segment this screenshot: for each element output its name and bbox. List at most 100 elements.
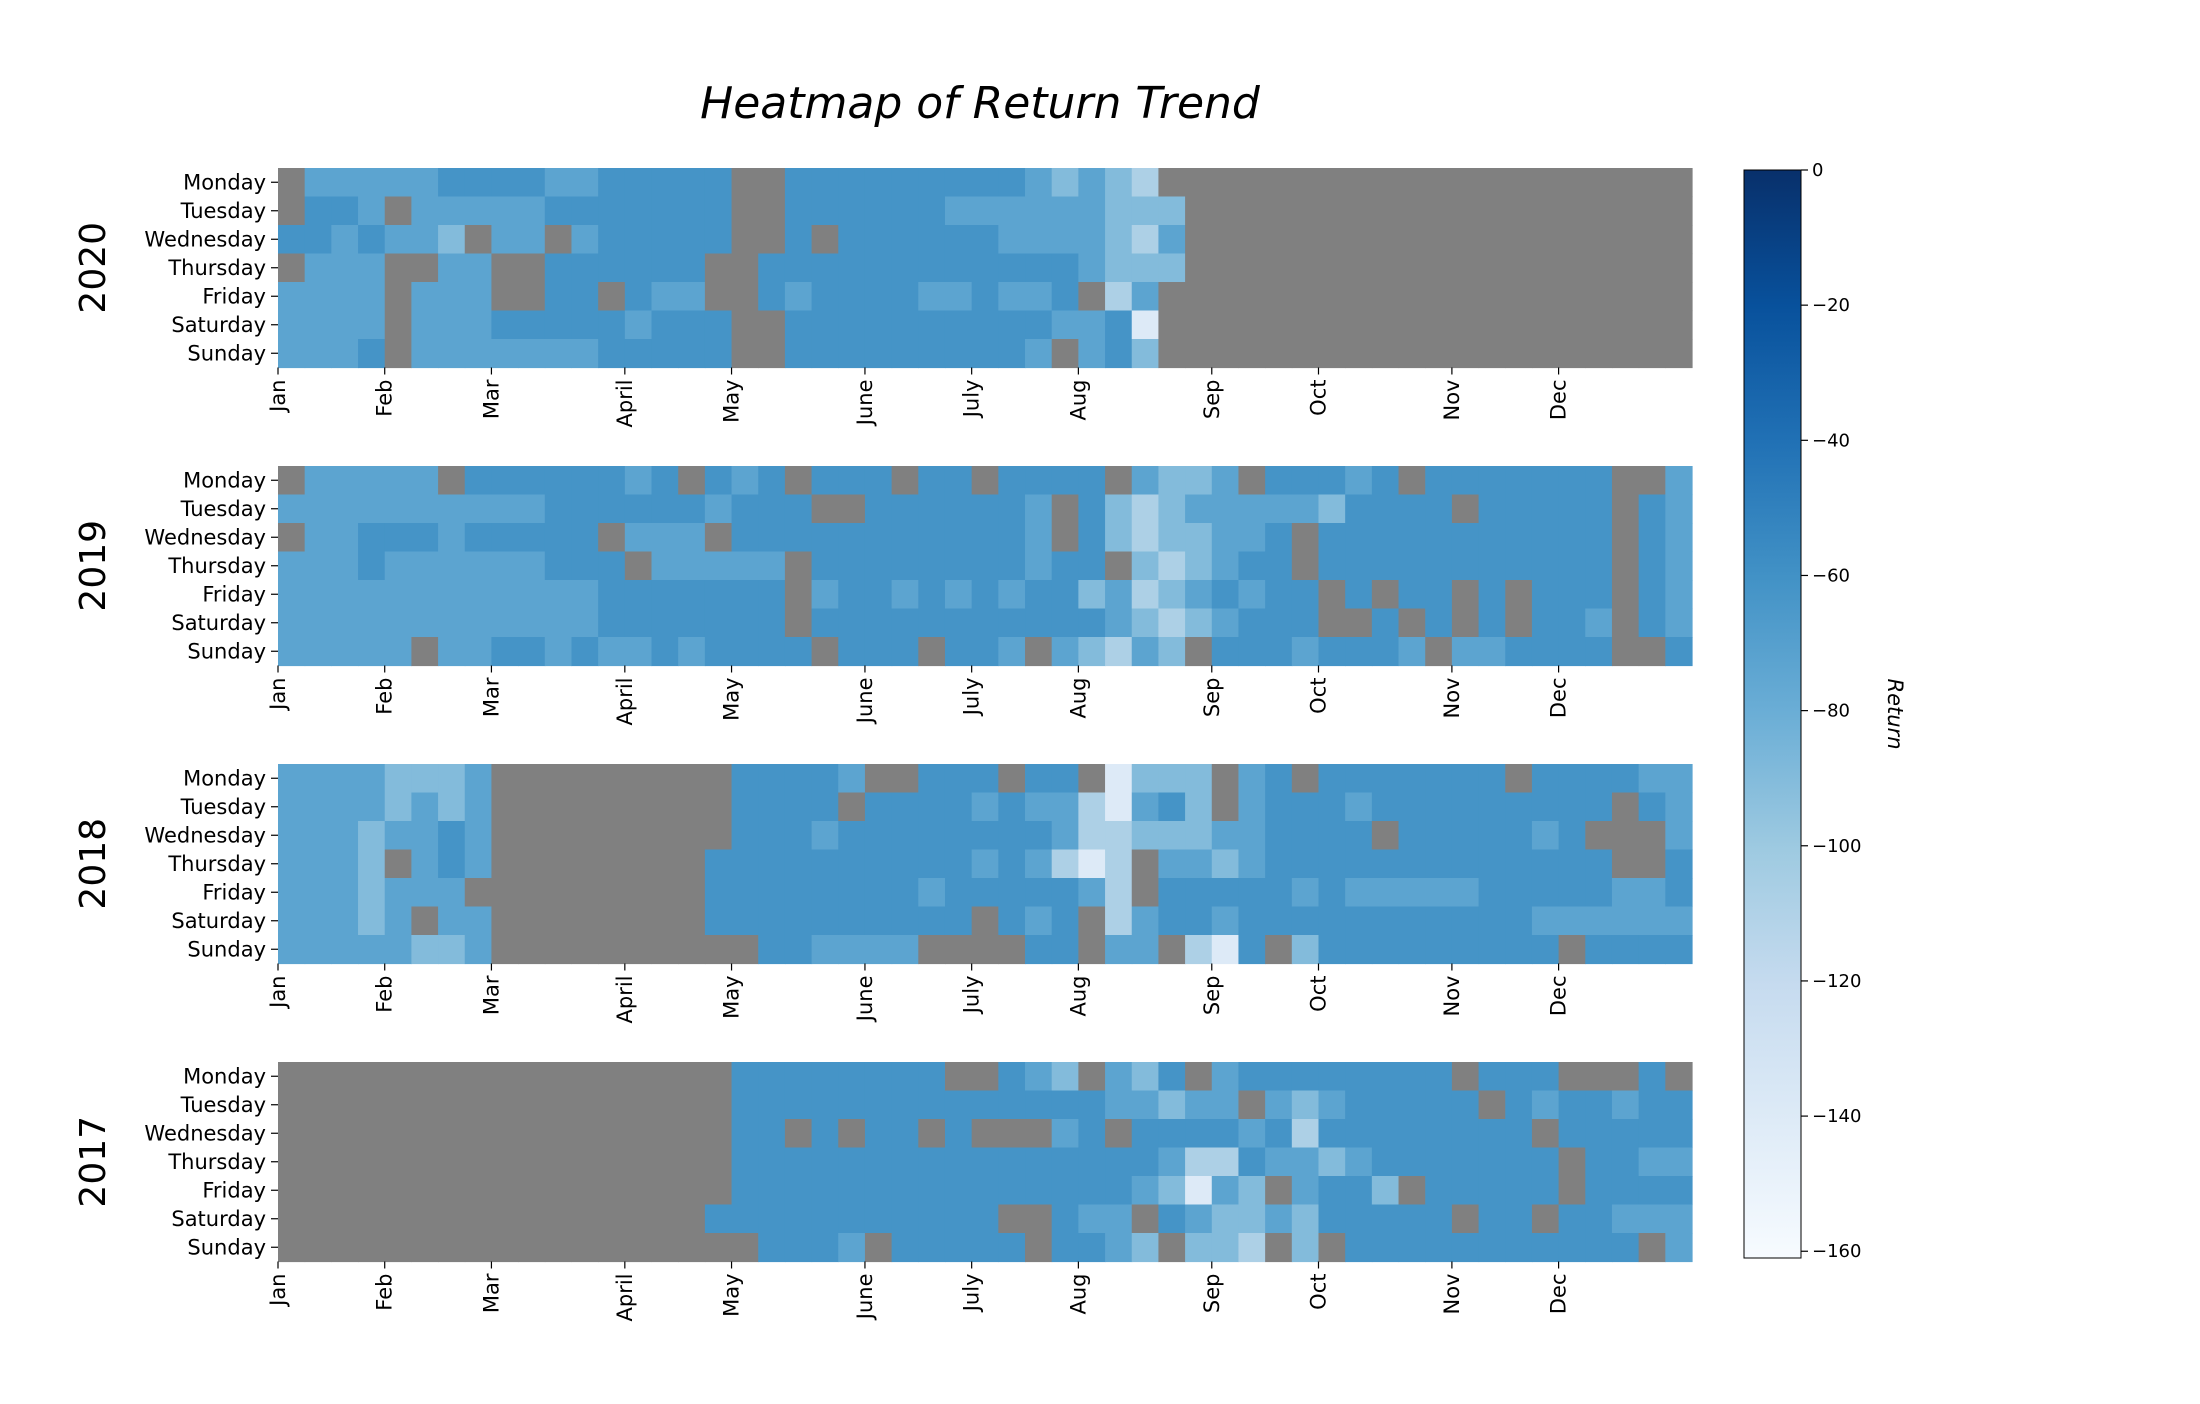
heat-cell bbox=[998, 1090, 1026, 1120]
heat-cell bbox=[1265, 935, 1293, 965]
heat-cell bbox=[571, 1176, 599, 1206]
heat-cell bbox=[1185, 849, 1213, 879]
heat-cell bbox=[1158, 878, 1186, 908]
heat-cell bbox=[358, 1119, 386, 1149]
heat-cell bbox=[1158, 225, 1186, 255]
heat-cell bbox=[384, 1204, 412, 1234]
heat-cell bbox=[1051, 168, 1079, 198]
heat-cell bbox=[491, 551, 519, 581]
heat-cell bbox=[758, 1176, 786, 1206]
heat-cell bbox=[571, 1119, 599, 1149]
heat-cell bbox=[1131, 1062, 1160, 1092]
heat-cell bbox=[1238, 551, 1266, 581]
heat-cell bbox=[1238, 1176, 1266, 1206]
heat-cell bbox=[1451, 849, 1480, 879]
heat-cell bbox=[1078, 168, 1106, 198]
heat-cell bbox=[758, 1204, 786, 1234]
heat-cell bbox=[651, 551, 679, 581]
heat-cell bbox=[1345, 339, 1373, 369]
heat-cell bbox=[331, 849, 359, 879]
heat-cell bbox=[384, 608, 412, 638]
heat-cell bbox=[1105, 494, 1133, 524]
heat-cell bbox=[1505, 1233, 1533, 1263]
heat-cell bbox=[918, 1176, 946, 1206]
day-label: Wednesday bbox=[144, 1121, 266, 1145]
heat-cell bbox=[571, 551, 599, 581]
heat-cell bbox=[811, 580, 839, 610]
heat-cell bbox=[1051, 821, 1079, 851]
heat-cell bbox=[1531, 339, 1560, 369]
heat-cell bbox=[278, 310, 306, 340]
heat-cell bbox=[571, 523, 599, 553]
heat-cell bbox=[464, 849, 493, 879]
heat-cell bbox=[544, 637, 573, 667]
heat-cell bbox=[1238, 253, 1266, 283]
heat-cell bbox=[1211, 282, 1240, 312]
day-label: Saturday bbox=[171, 313, 266, 337]
heat-cell bbox=[731, 608, 759, 638]
heat-cell bbox=[1345, 1062, 1373, 1092]
heat-cell bbox=[1078, 196, 1106, 226]
heat-cell bbox=[678, 466, 706, 496]
day-label: Sunday bbox=[187, 341, 266, 365]
heat-cell bbox=[598, 1119, 626, 1149]
heat-cell bbox=[1398, 225, 1426, 255]
heat-cell bbox=[1051, 935, 1079, 965]
heat-cell bbox=[491, 225, 519, 255]
heat-cell bbox=[838, 1204, 866, 1234]
heat-cell bbox=[1345, 1204, 1373, 1234]
day-label: Tuesday bbox=[180, 497, 266, 521]
heat-cell bbox=[1398, 196, 1426, 226]
heat-cell bbox=[1238, 792, 1266, 822]
heat-cell bbox=[1291, 196, 1320, 226]
heat-cell bbox=[758, 849, 786, 879]
heat-cell bbox=[571, 253, 599, 283]
heat-cell bbox=[571, 637, 599, 667]
heat-cell bbox=[784, 310, 813, 340]
month-label: May bbox=[720, 380, 744, 423]
heat-cell bbox=[1505, 764, 1533, 794]
heat-cell bbox=[838, 282, 866, 312]
heat-cell bbox=[1585, 764, 1613, 794]
heat-cell bbox=[1105, 1062, 1133, 1092]
heat-cell bbox=[624, 282, 653, 312]
heat-cell bbox=[1105, 1147, 1133, 1177]
heat-cell bbox=[1478, 1062, 1506, 1092]
heat-cell bbox=[1158, 253, 1186, 283]
heat-cell bbox=[1211, 792, 1240, 822]
heat-cell bbox=[1451, 1119, 1480, 1149]
heat-cell bbox=[331, 339, 359, 369]
heat-cell bbox=[1291, 253, 1320, 283]
heat-cell bbox=[1638, 878, 1666, 908]
heat-cell bbox=[784, 637, 813, 667]
heat-cell bbox=[491, 339, 519, 369]
month-label: July bbox=[960, 380, 984, 420]
heat-cell bbox=[918, 821, 946, 851]
heat-cell bbox=[678, 1119, 706, 1149]
heat-cell bbox=[784, 935, 813, 965]
heat-cell bbox=[1185, 310, 1213, 340]
heat-cell bbox=[304, 906, 332, 936]
heat-cell bbox=[331, 1176, 359, 1206]
heat-cell bbox=[678, 935, 706, 965]
heat-cell bbox=[811, 1233, 839, 1263]
heat-cell bbox=[891, 551, 919, 581]
heat-cell bbox=[1371, 253, 1400, 283]
heat-cell bbox=[1185, 339, 1213, 369]
heat-cell bbox=[1531, 196, 1560, 226]
heat-cell bbox=[1665, 1204, 1693, 1234]
heat-cell bbox=[278, 494, 306, 524]
year-panel-2019: MondayTuesdayWednesdayThursdayFridaySatu… bbox=[73, 466, 1693, 726]
heat-cell bbox=[1265, 225, 1293, 255]
heat-cell bbox=[1291, 935, 1320, 965]
heat-cell bbox=[464, 1147, 493, 1177]
heat-cell bbox=[411, 168, 439, 198]
heat-cell bbox=[678, 168, 706, 198]
heat-cell bbox=[784, 551, 813, 581]
heat-cell bbox=[624, 1233, 653, 1263]
heat-cell bbox=[731, 466, 759, 496]
heat-cell bbox=[1611, 494, 1640, 524]
heat-cell bbox=[651, 1062, 679, 1092]
heat-cell bbox=[411, 935, 439, 965]
heat-cell bbox=[971, 196, 999, 226]
